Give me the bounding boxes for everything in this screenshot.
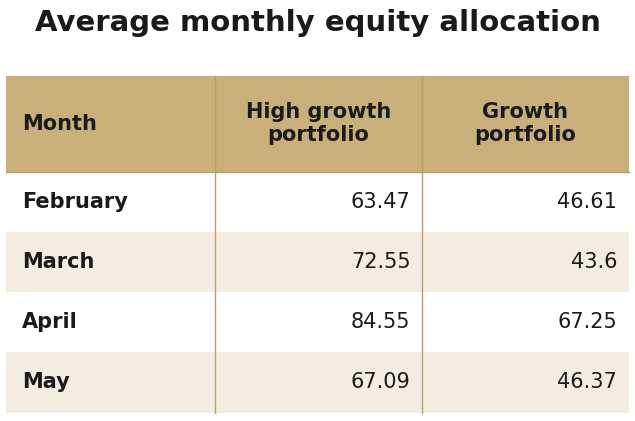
Text: 43.6: 43.6 — [571, 252, 617, 272]
Text: Average monthly equity allocation: Average monthly equity allocation — [34, 9, 601, 37]
Text: April: April — [22, 312, 78, 332]
Text: 46.61: 46.61 — [558, 192, 617, 212]
Text: 84.55: 84.55 — [351, 312, 411, 332]
Text: 67.09: 67.09 — [351, 373, 411, 392]
Text: May: May — [22, 373, 70, 392]
Text: High growth
portfolio: High growth portfolio — [246, 102, 391, 145]
Text: March: March — [22, 252, 95, 272]
Text: Growth
portfolio: Growth portfolio — [474, 102, 577, 145]
Text: 63.47: 63.47 — [351, 192, 411, 212]
Text: 67.25: 67.25 — [558, 312, 617, 332]
Text: 72.55: 72.55 — [351, 252, 411, 272]
Text: February: February — [22, 192, 128, 212]
Text: Month: Month — [22, 114, 97, 134]
Text: 46.37: 46.37 — [558, 373, 617, 392]
